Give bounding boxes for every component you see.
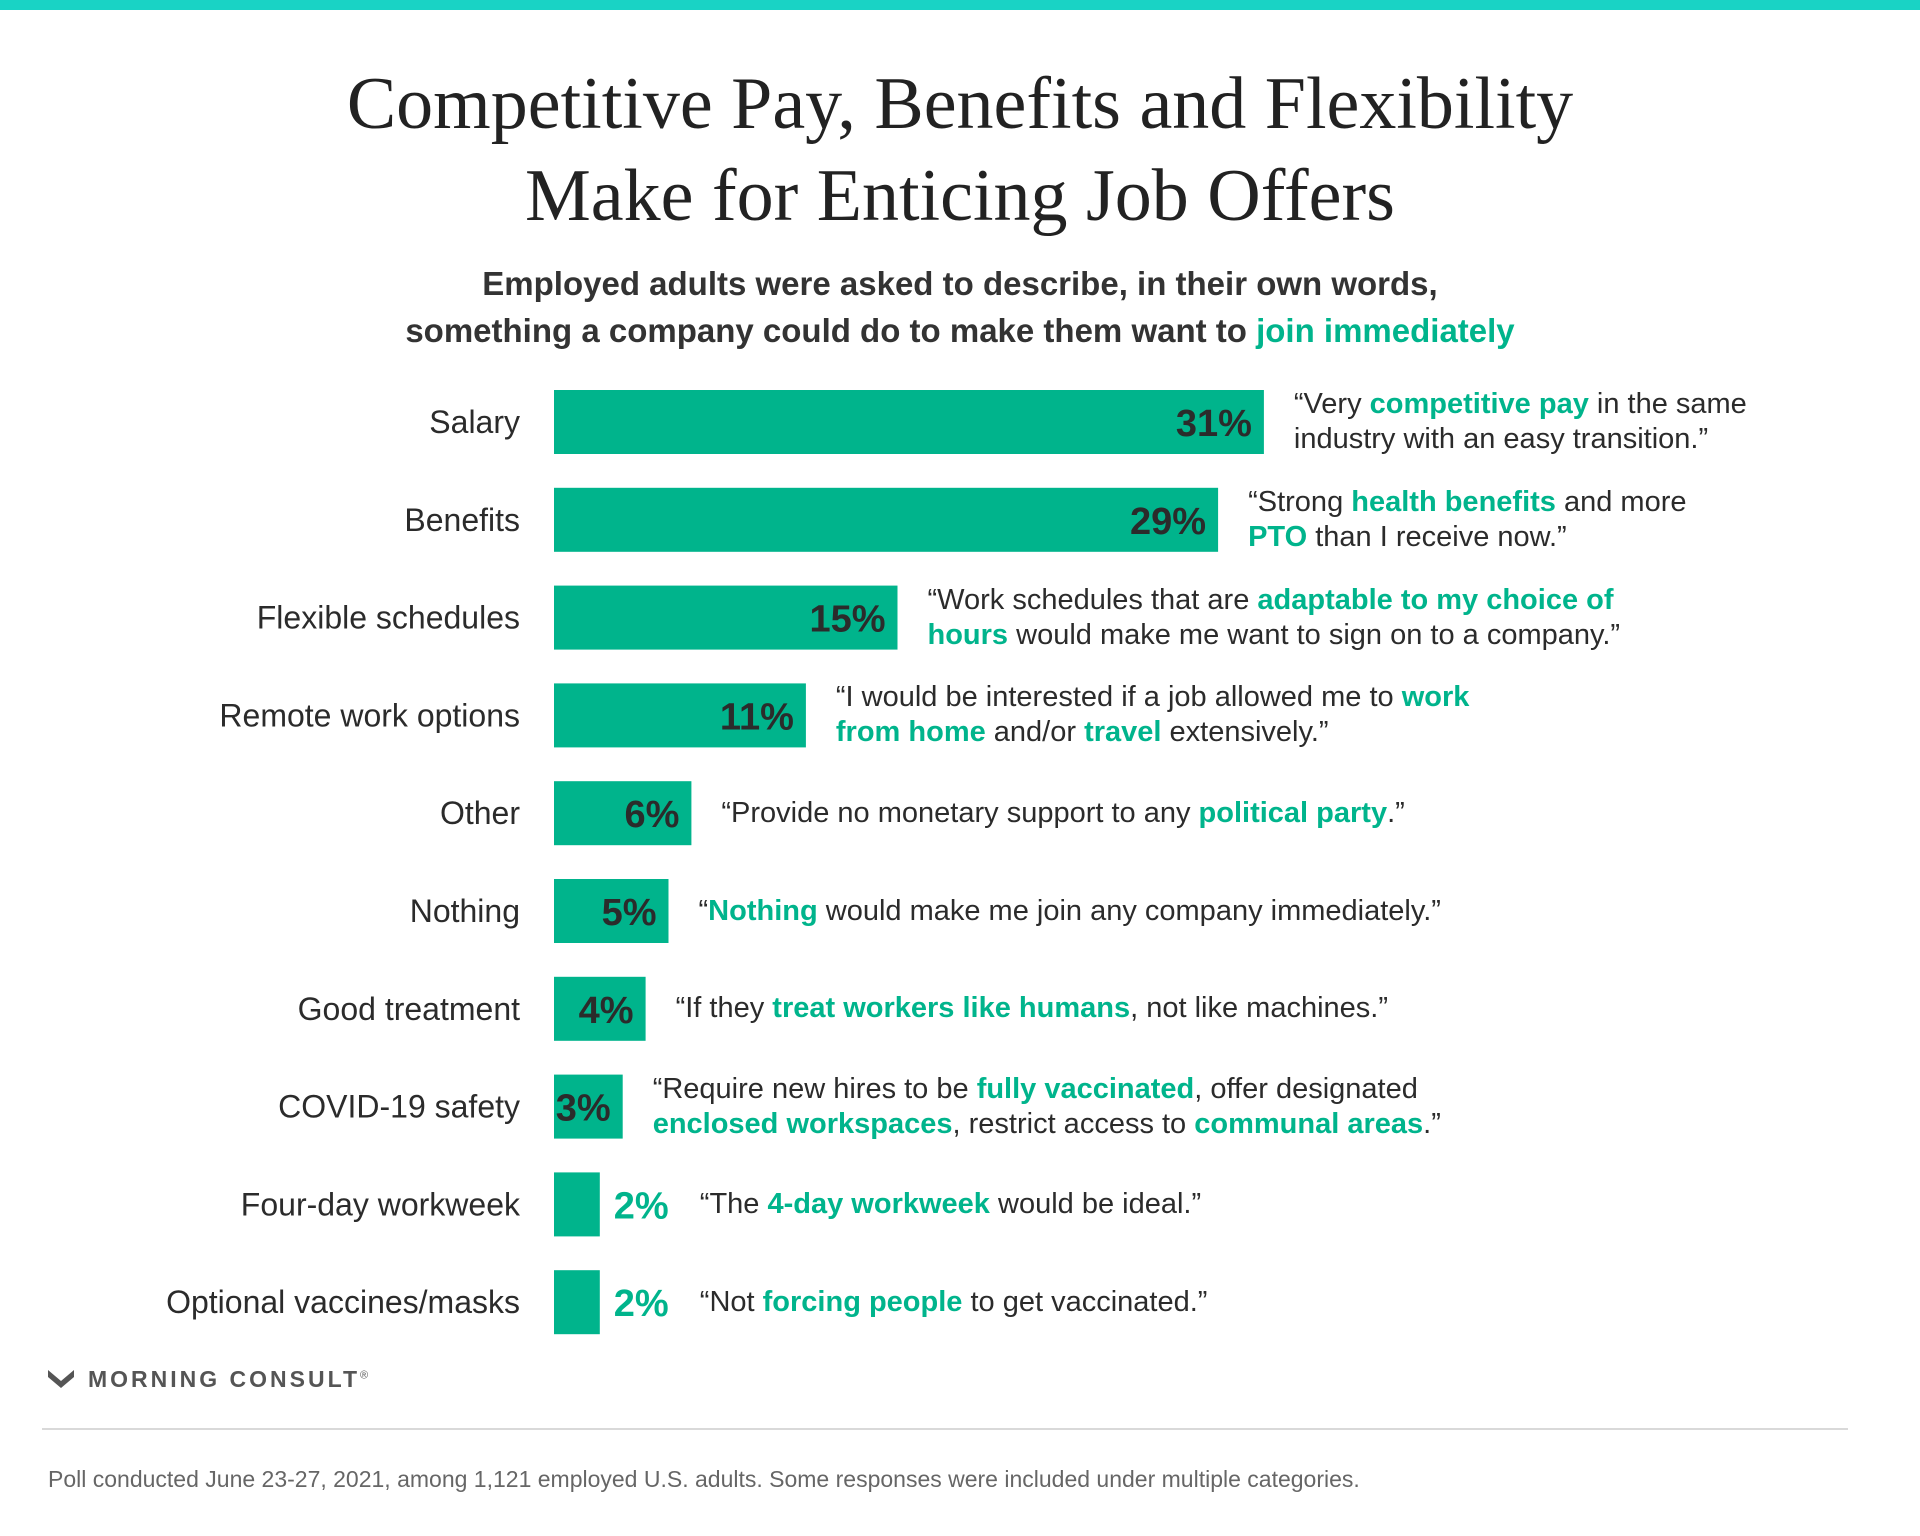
bar (554, 781, 692, 846)
quote-highlight: communal areas (1194, 1107, 1424, 1140)
morning-consult-logo: MORNING CONSULT® (46, 1364, 368, 1394)
value-label: 5% (602, 892, 657, 934)
quote-highlight: hours (927, 618, 1009, 651)
quote-highlight: fully vaccinated (976, 1072, 1195, 1105)
subtitle: Employed adults were asked to describe, … (0, 260, 1920, 354)
value-label: 15% (809, 599, 885, 641)
quote-text: would be ideal.” (989, 1187, 1202, 1220)
title-line-1: Competitive Pay, Benefits and Flexibilit… (346, 63, 1574, 145)
category-label: Salary (429, 404, 520, 440)
quote-text: “Provide no monetary support to any (721, 796, 1199, 829)
bar (554, 1074, 623, 1139)
quote-highlight: political party (1198, 796, 1388, 829)
quote-text: “Work schedules that are (927, 583, 1258, 616)
bar (554, 683, 806, 748)
subtitle-highlight: join immediately (1256, 312, 1515, 349)
quote-highlight: forcing people (762, 1285, 963, 1318)
bar (554, 976, 646, 1041)
quote-highlight: treat workers like humans (772, 992, 1131, 1025)
bar (554, 390, 1264, 454)
category-label: Optional vaccines/masks (166, 1284, 520, 1320)
quote-highlight: enclosed workspaces (652, 1107, 953, 1140)
value-label: 4% (579, 990, 634, 1032)
category-label: Remote work options (219, 697, 520, 733)
quote-highlight: work (1401, 681, 1470, 714)
quote-text: “ (698, 894, 709, 927)
response-quote: “Work schedules that are adaptable to my… (928, 583, 1621, 653)
value-label: 6% (624, 794, 679, 836)
quote-text: and/or (985, 716, 1085, 749)
value-label: 31% (1176, 403, 1252, 445)
value-label: 11% (720, 696, 794, 738)
quote-text: than I receive now.” (1307, 520, 1567, 553)
category-label: Benefits (404, 502, 520, 538)
category-label: COVID-19 safety (278, 1089, 520, 1125)
category-label: Flexible schedules (257, 600, 520, 636)
value-label: 3% (556, 1088, 611, 1130)
quote-highlight: PTO (1248, 520, 1308, 553)
quote-text: “Strong (1248, 485, 1352, 518)
morning-consult-m-logo-icon (48, 1370, 74, 1388)
category-label: Other (440, 795, 520, 831)
bar (554, 879, 669, 943)
response-quote: “Strong health benefits and more PTO than… (1248, 485, 1686, 555)
quote-highlight: travel (1084, 716, 1162, 749)
response-quote: “Nothing would make me join any company … (699, 894, 1441, 929)
category-label: Good treatment (298, 991, 520, 1027)
top-accent-bar (0, 0, 1920, 10)
quote-text: “Very (1293, 388, 1370, 420)
quote-text: would make me join any company immediate… (817, 894, 1441, 927)
response-quote: “Require new hires to be fully vaccinate… (653, 1072, 1441, 1142)
quote-text: , restrict access to (952, 1107, 1195, 1140)
title-line-2: Make for Enticing Job Offers (525, 155, 1395, 237)
quote-text: “The (699, 1187, 768, 1220)
subtitle-line-1: Employed adults were asked to describe, … (482, 265, 1438, 302)
category-label: Four-day workweek (241, 1186, 521, 1222)
bar (554, 585, 898, 650)
quote-text: industry with an easy transition.” (1293, 423, 1709, 455)
quote-text: “Require new hires to be (652, 1072, 977, 1105)
quote-highlight: adaptable to my choice of (1257, 583, 1614, 616)
quote-text: “Not (699, 1285, 763, 1318)
bar-chart: Salary 31% Benefits 29% Flexible schedules 15… (166, 390, 1264, 1335)
quote-highlight: health benefits (1351, 485, 1556, 518)
quote-highlight: competitive pay (1369, 388, 1589, 420)
value-label: 2% (614, 1185, 669, 1227)
bar (554, 487, 1219, 552)
response-quote: “Very competitive pay in the same industr… (1294, 387, 1747, 457)
response-quote: “I would be interested if a job allowed … (836, 680, 1470, 750)
response-quote: “The 4-day workweek would be ideal.” (700, 1187, 1201, 1222)
quote-text: .” (1423, 1107, 1441, 1140)
logo-text: MORNING CONSULT® (88, 1366, 368, 1393)
category-label: Nothing (410, 893, 520, 929)
response-quote: “Provide no monetary support to any poli… (721, 796, 1404, 831)
quote-highlight: Nothing (708, 894, 818, 927)
quote-highlight: 4-day workweek (767, 1187, 990, 1220)
subtitle-line-2-prefix: something a company could do to make the… (405, 312, 1257, 349)
footer-divider (42, 1428, 1848, 1430)
value-label: 29% (1130, 501, 1206, 543)
quote-text: , not like machines.” (1130, 992, 1389, 1025)
quote-text: .” (1387, 796, 1405, 829)
quote-text: , offer designated (1194, 1072, 1418, 1105)
bar (554, 1270, 600, 1335)
quote-text: in the same (1588, 388, 1747, 420)
bar (554, 1172, 600, 1237)
logo-name: MORNING CONSULT (88, 1365, 361, 1392)
quote-text: “I would be interested if a job allowed … (835, 681, 1402, 714)
quote-text: and more (1555, 485, 1687, 518)
quote-text: “If they (675, 992, 773, 1025)
footnote: Poll conducted June 23-27, 2021, among 1… (48, 1466, 1360, 1492)
value-label: 2% (614, 1283, 669, 1325)
quote-highlight: from home (835, 716, 986, 749)
quote-text: would make me want to sign on to a compa… (1008, 618, 1621, 651)
subtitle-line-2: something a company could do to make the… (0, 307, 1920, 354)
logo-registered-mark: ® (360, 1368, 369, 1381)
response-quote: “If they treat workers like humans, not … (676, 991, 1388, 1026)
response-quote: “Not forcing people to get vaccinated.” (700, 1285, 1208, 1320)
page-title: Competitive Pay, Benefits and Flexibilit… (0, 58, 1920, 242)
quote-text: extensively.” (1161, 716, 1329, 749)
quote-text: to get vaccinated.” (962, 1285, 1208, 1318)
